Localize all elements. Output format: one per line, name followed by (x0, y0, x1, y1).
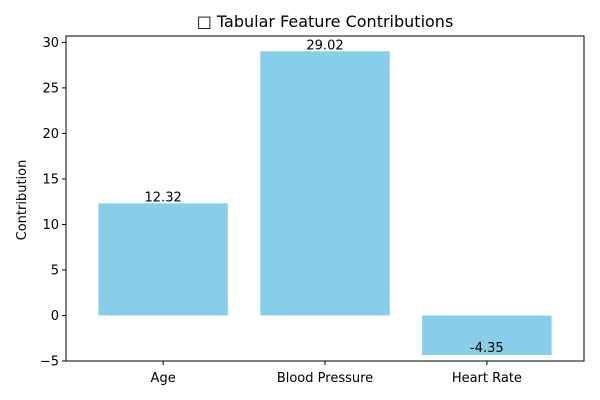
y-tick-label: 10 (42, 218, 59, 233)
data-label: 12.32 (145, 190, 182, 205)
y-tick-label: 5 (51, 263, 59, 278)
y-tick-label: 15 (42, 172, 59, 187)
y-axis-label: Contribution (15, 160, 30, 241)
bar-heart-rate (422, 315, 552, 356)
x-tick-label: Age (151, 371, 176, 386)
chart-title: □ Tabular Feature Contributions (197, 12, 454, 31)
x-tick-label: Heart Rate (452, 371, 522, 386)
y-tick-label: −5 (40, 355, 59, 370)
data-label: 29.02 (306, 38, 343, 53)
bar-age (98, 203, 228, 316)
data-label: -4.35 (470, 341, 504, 356)
y-tick-label: 0 (51, 309, 59, 324)
plot-area: 12.32 29.02 -4.35 −5 0 5 10 15 20 25 30 Age Blood Pr… (40, 35, 585, 386)
bar-blood-pressure (260, 51, 390, 316)
y-tick-label: 25 (42, 81, 59, 96)
x-tick-label: Blood Pressure (277, 371, 373, 386)
y-tick-label: 30 (42, 36, 59, 51)
y-tick-label: 20 (42, 127, 59, 142)
